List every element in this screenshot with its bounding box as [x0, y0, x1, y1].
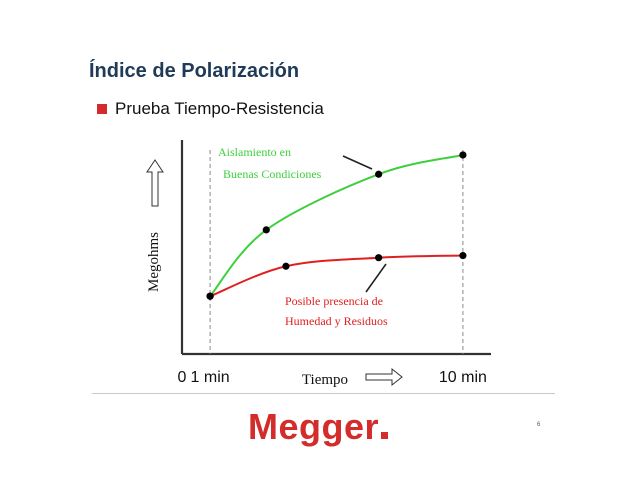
x-tick-label: 1 min [191, 369, 230, 386]
annotation-good-line: Aislamiento en [218, 145, 291, 159]
logo-text: Megger [248, 406, 380, 447]
page-number: 6 [537, 422, 541, 428]
data-point-humidity [459, 251, 467, 260]
bullet-item: Prueba Tiempo-Resistencia [97, 99, 324, 119]
data-point-good-insulation [375, 170, 383, 178]
bullet-text: Prueba Tiempo-Resistencia [115, 99, 324, 118]
megger-logo: Megger [248, 406, 389, 447]
data-point-humidity [375, 254, 383, 262]
x-tick-label: 10 min [439, 369, 487, 386]
slide-title: Índice de Polarización [89, 60, 300, 82]
annotation-pointer-humidity [365, 263, 387, 293]
data-point-humidity [206, 292, 214, 300]
annotation-humidity-line: Humedad y Residuos [285, 314, 388, 328]
bullet-square-icon [97, 104, 107, 114]
data-point-good-insulation [262, 226, 270, 234]
annotation-humidity-line: Posible presencia de [285, 294, 383, 308]
x-tick-label: 0 [178, 369, 187, 386]
x-arrow-icon [365, 367, 403, 387]
data-point-good-insulation [459, 151, 467, 159]
annotation-pointer-good [342, 155, 373, 170]
logo-dot-icon [381, 432, 389, 439]
series-line-humidity [209, 254, 463, 298]
y-arrow-icon [146, 159, 164, 207]
divider-line [92, 393, 555, 394]
series-line-good-insulation [209, 154, 464, 297]
data-point-humidity [282, 262, 290, 270]
annotation-good-line: Buenas Condiciones [223, 167, 322, 181]
x-axis-label: Tiempo [302, 372, 348, 388]
y-axis-label: Megohms [146, 232, 162, 292]
